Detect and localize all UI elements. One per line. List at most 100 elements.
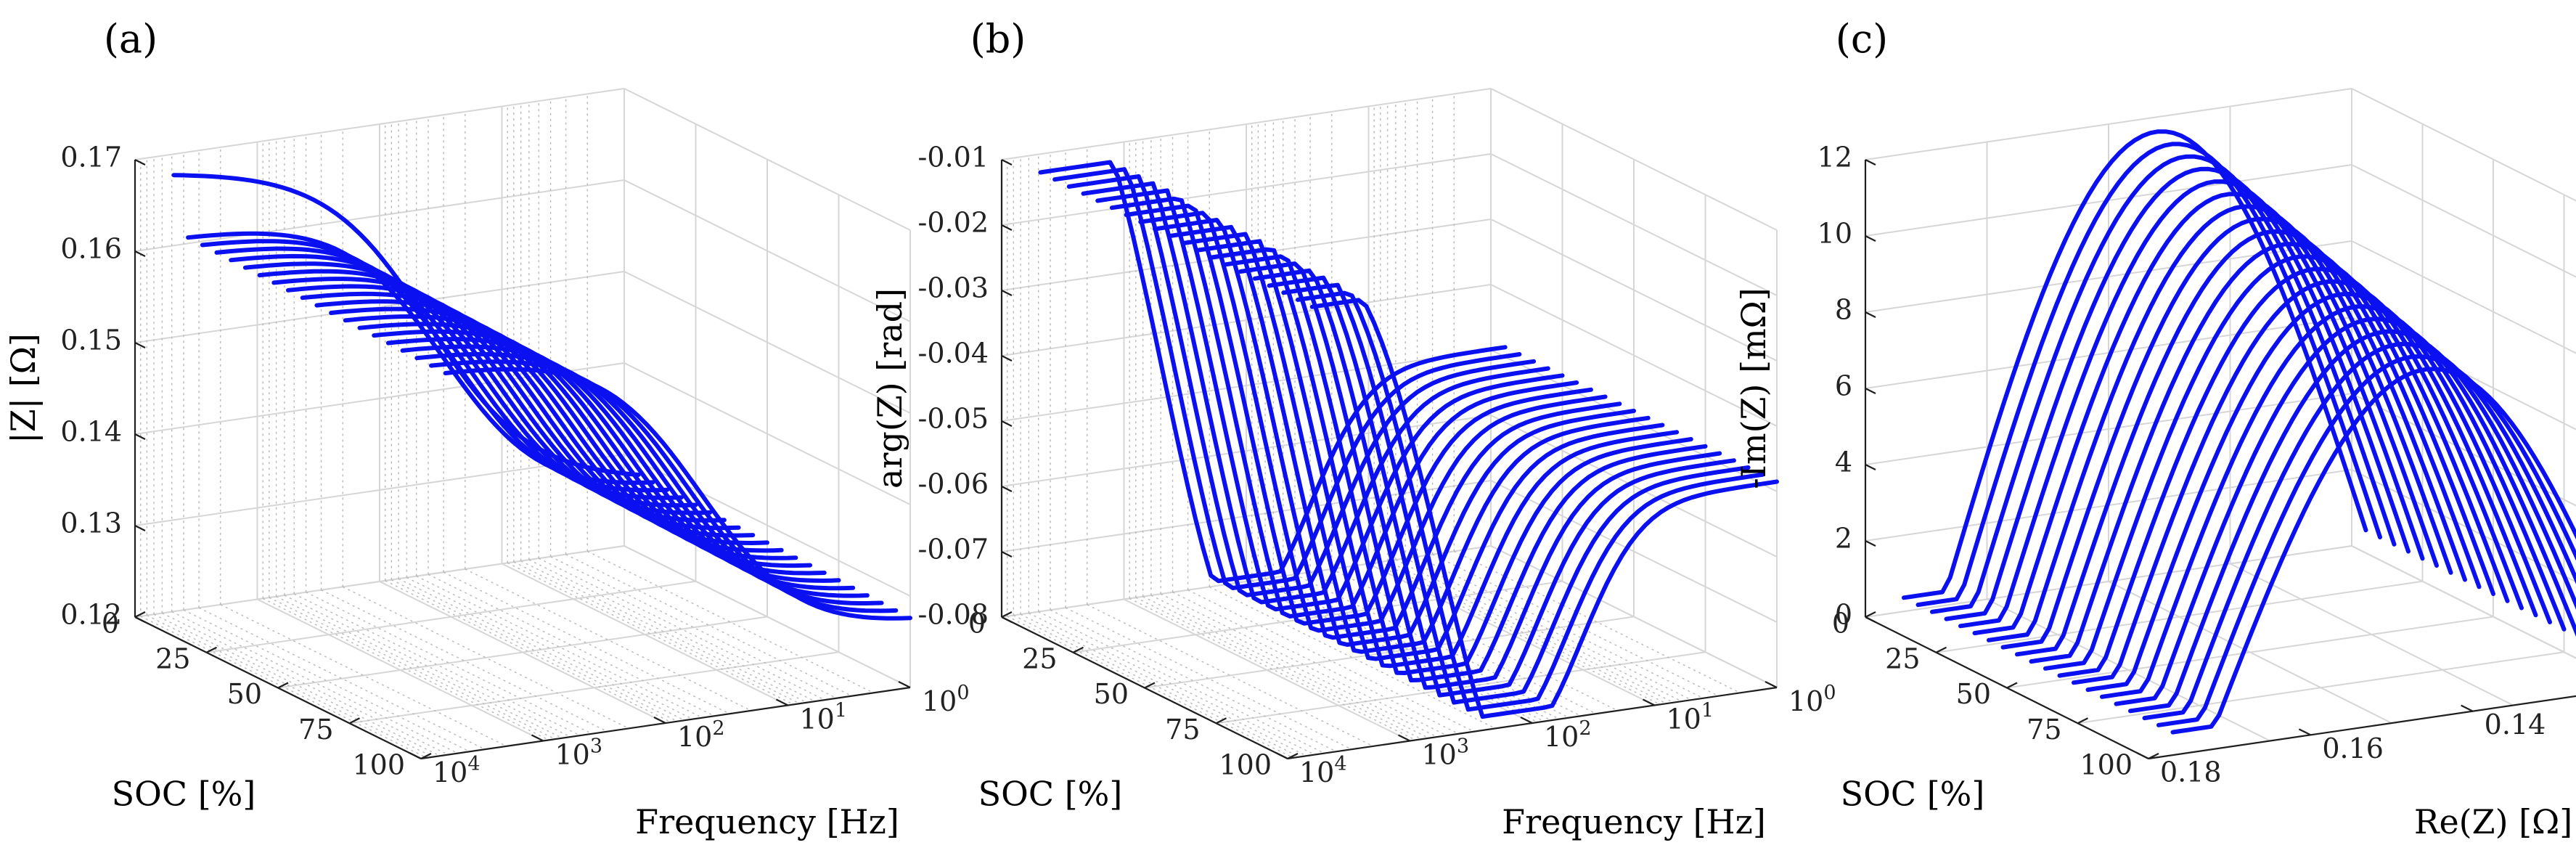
freq-tick-label: 102 — [1544, 717, 1592, 753]
z-axis-label: -Im(Z) [mΩ] — [1734, 287, 1773, 489]
minor-grid-line — [1453, 550, 1741, 694]
minor-grid-line — [1294, 574, 1582, 717]
x-axis-label: SOC [%] — [112, 775, 256, 814]
re-tick-label: 0.16 — [2322, 733, 2384, 764]
minor-grid-line — [398, 578, 685, 721]
freq-tick-label: 103 — [555, 735, 603, 770]
floor-grid-line — [2108, 581, 2392, 724]
panel-3: 02468101202550751000.180.160.140.12(c)-I… — [1734, 16, 2576, 841]
freq-tick-label: 104 — [1299, 753, 1347, 788]
series-line-soc-75 — [2100, 304, 2567, 699]
x-tick-mark — [1520, 717, 1533, 724]
minor-grid-line — [1065, 607, 1352, 750]
z-tick-label: 0.16 — [60, 233, 122, 265]
soc-tick-label: 50 — [1956, 678, 1991, 710]
soc-tick-mark — [2077, 717, 2088, 725]
soc-tick-mark — [2148, 753, 2159, 759]
panel-label: (a) — [104, 16, 158, 62]
minor-grid-line — [1020, 613, 1307, 756]
z-tick-label: 6 — [1835, 370, 1852, 402]
x-tick-mark — [409, 752, 422, 759]
minor-grid-line — [550, 556, 837, 699]
z-tick-mark — [134, 616, 146, 623]
z-tick-mark — [1001, 159, 1013, 166]
floor-grid-line — [1490, 545, 1778, 688]
soc-tick-label: 25 — [155, 642, 190, 674]
soc-tick-mark — [1073, 646, 1084, 653]
freq-tick-label: 104 — [433, 753, 481, 788]
z-tick-mark — [1865, 616, 1876, 623]
soc-tick-label: 50 — [1094, 678, 1129, 710]
grid-line — [2351, 164, 2576, 278]
minor-grid-line — [342, 586, 629, 730]
soc-tick-label: 75 — [1165, 714, 1200, 746]
floor-grid-line — [2230, 563, 2514, 706]
minor-grid-line — [1395, 559, 1682, 702]
minor-grid-line — [1417, 556, 1704, 699]
soc-tick-label: 100 — [352, 749, 405, 781]
series-line-soc-35 — [1124, 203, 1593, 626]
z-tick-label: 0.14 — [60, 416, 122, 448]
re-tick-label: 0.14 — [2485, 709, 2546, 740]
series-line-soc-65 — [1209, 247, 1680, 669]
minor-grid-line — [220, 604, 507, 747]
x-axis-label: SOC [%] — [978, 775, 1123, 814]
soc-tick-mark — [1936, 646, 1947, 653]
panel-2: -0.08 -0.07 -0.06 -0.05 -0.04 -0.03 -0.02 -0.01… — [870, 16, 1836, 841]
minor-grid-line — [1135, 597, 1423, 740]
minor-grid-line — [284, 595, 571, 738]
floor-grid-line — [2351, 545, 2576, 659]
series-line-soc-70 — [2085, 291, 2552, 693]
series-line-soc-100 — [2170, 367, 2576, 735]
series-line-soc-55 — [1181, 232, 1651, 654]
minor-grid-line — [147, 614, 433, 758]
minor-grid-line — [1013, 614, 1300, 758]
minor-grid-line — [269, 597, 556, 740]
freq-tick-label: 102 — [677, 717, 725, 753]
z-tick-label: -0.04 — [918, 338, 989, 370]
soc-tick-mark — [349, 717, 360, 725]
grid-line — [2351, 88, 2576, 202]
freq-tick-label: 101 — [1667, 699, 1714, 735]
z-tick-mark — [134, 159, 146, 166]
series-line-soc-75 — [1238, 261, 1708, 682]
soc-tick-label: 100 — [2080, 749, 2133, 781]
minor-grid-line — [1050, 609, 1337, 752]
minor-grid-line — [1007, 616, 1294, 759]
minor-grid-line — [443, 571, 730, 714]
panel-1: 0.12 0.13 0.14 0.15 0.16 0.17 0 25 50 75 100 104 103… — [4, 16, 970, 841]
series-line-soc-85 — [2128, 329, 2576, 714]
minor-grid-line — [406, 576, 693, 720]
series-line-soc-100 — [1309, 298, 1779, 719]
series-line-soc-90 — [2142, 341, 2576, 721]
minor-grid-line — [276, 596, 563, 739]
series-line-soc-90 — [414, 351, 884, 605]
minor-grid-line — [385, 580, 672, 723]
soc-tick-label: 0 — [968, 608, 986, 640]
series-line-soc-50 — [1166, 224, 1636, 647]
minor-grid-line — [153, 613, 441, 756]
panel-label: (b) — [970, 16, 1026, 62]
soc-tick-label: 50 — [227, 678, 262, 710]
soc-tick-label: 25 — [1885, 642, 1920, 674]
y-axis-label: Frequency [Hz] — [1502, 802, 1766, 841]
soc-tick-label: 100 — [1219, 749, 1272, 781]
soc-tick-mark — [1865, 611, 1876, 618]
z-tick-mark — [1865, 159, 1876, 166]
freq-tick-label: 100 — [922, 682, 970, 717]
freq-tick-label: 100 — [1788, 682, 1836, 717]
series-line-soc-40 — [2000, 216, 2467, 650]
z-tick-label: -0.02 — [918, 207, 989, 239]
series-line-soc-70 — [1224, 254, 1693, 675]
z-tick-label: -0.03 — [918, 272, 989, 304]
minor-grid-line — [538, 558, 825, 701]
minor-grid-line — [1187, 589, 1474, 733]
minor-grid-line — [391, 579, 678, 722]
series-line-soc-95 — [429, 359, 899, 613]
minor-grid-line — [586, 550, 874, 694]
minor-grid-line — [528, 559, 816, 702]
z-axis-label: |Z| [Ω] — [4, 333, 43, 444]
z-tick-label: 12 — [1817, 142, 1852, 174]
soc-tick-mark — [420, 753, 432, 759]
soc-tick-mark — [1287, 753, 1299, 759]
